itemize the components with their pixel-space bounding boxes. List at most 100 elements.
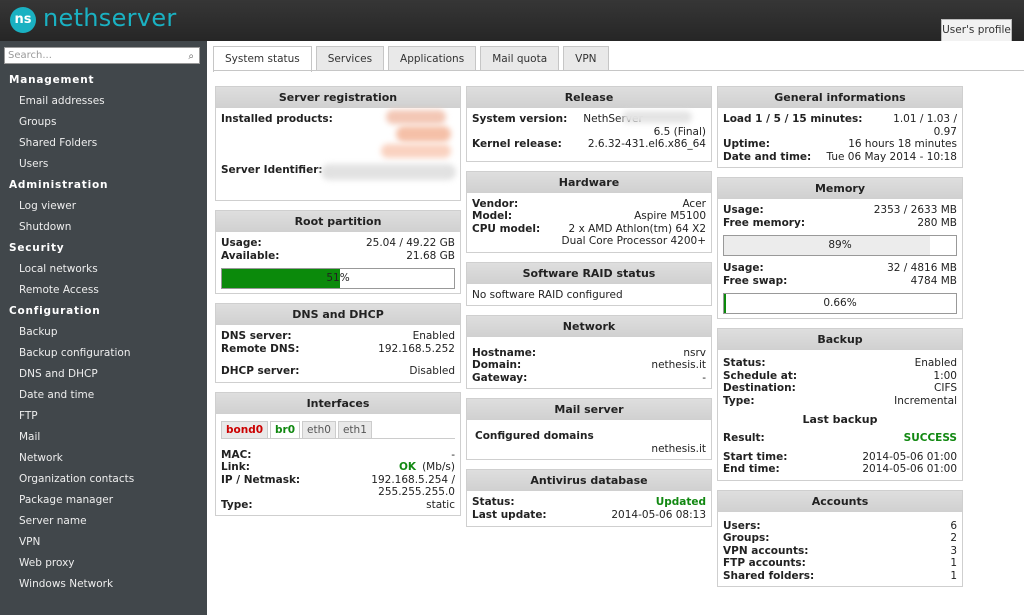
info-row: Date and time: Tue 06 May 2014 - 10:18	[723, 151, 957, 164]
nav-item[interactable]: Log viewer	[19, 200, 77, 212]
row-label: Usage:	[221, 237, 262, 249]
section: Usage: 25.04 / 49.22 GB Available: 21.68 GB	[221, 237, 455, 262]
search-box[interactable]: Search... ⌕	[4, 47, 200, 64]
nav-item[interactable]: Backup configuration	[19, 347, 131, 359]
panel: DNS and DHCP DNS server: Enabled Remote DNS…	[215, 303, 461, 383]
panel-title: Software RAID status	[467, 262, 711, 284]
panel-title: Server registration	[216, 87, 460, 108]
value-text: 25.04 / 49.22 GB	[365, 237, 455, 249]
info-row: Type: Incremental	[723, 395, 957, 408]
section: System version: NethServer 6.5 (Final) Kern…	[472, 113, 706, 151]
logo[interactable]: nethserver	[43, 4, 177, 32]
value-text: 2014-05-06 08:13	[611, 508, 706, 521]
value-text: 2 x AMD Athlon(tm) 64 X2 Dual Core Proce…	[561, 222, 707, 248]
value-text: -	[451, 448, 455, 461]
row-value: nethesis.it	[651, 359, 706, 372]
tab[interactable]: VPN	[563, 46, 609, 71]
interface-tab[interactable]: br0	[270, 420, 301, 438]
value-unit: (Mb/s)	[422, 461, 455, 473]
nav-item[interactable]: Shutdown	[19, 221, 72, 233]
panel-body: Load 1 / 5 / 15 minutes: 1.01 / 1.03 / 0.…	[718, 108, 962, 167]
tab[interactable]: System status	[213, 46, 312, 72]
section: Configured domains nethesis.it	[475, 430, 706, 455]
value-text: SUCCESS	[903, 432, 957, 444]
panel: General informations Load 1 / 5 / 15 minu…	[717, 86, 963, 168]
panel-body: Users: 6 Groups: 2 VPN accounts: 3 FTP account…	[718, 512, 962, 587]
info-row: Remote DNS: 192.168.5.252	[221, 343, 455, 356]
nav-item[interactable]: DNS and DHCP	[19, 368, 98, 380]
panel-title: Release	[467, 87, 711, 108]
nav-item[interactable]: Groups	[19, 116, 57, 128]
row-value: 2.6.32-431.el6.x86_64	[588, 138, 706, 151]
nav-item[interactable]: Package manager	[19, 494, 114, 506]
nav-item[interactable]: Users	[19, 158, 49, 170]
row-value: OK (Mb/s)	[399, 461, 455, 474]
panel: Backup Status: Enabled Schedule at: 1:00 Dest…	[717, 328, 963, 481]
row-label: Status:	[472, 496, 515, 508]
panel: Mail server Configured domains nethesis.it	[466, 398, 712, 460]
row-label: Model:	[472, 210, 513, 222]
interface-tab[interactable]: eth1	[337, 420, 372, 438]
nav-item[interactable]: Date and time	[19, 389, 95, 401]
value-text: 192.168.5.254 / 255.255.255.0	[371, 473, 455, 499]
row-value: Incremental	[894, 395, 957, 408]
nav-item[interactable]: Windows Network	[19, 578, 114, 590]
interface-tab[interactable]: bond0	[221, 420, 269, 438]
row-label: Users:	[723, 519, 761, 532]
nav-item[interactable]: Local networks	[19, 263, 98, 275]
nav-item[interactable]: Email addresses	[19, 95, 105, 107]
nav-item[interactable]: Network	[19, 452, 63, 464]
nav-item[interactable]: Shared Folders	[19, 137, 98, 149]
section: Status: Updated Last update: 2014-05-06 08:…	[472, 496, 706, 521]
value-text: Enabled	[412, 330, 455, 342]
nav-item[interactable]: Organization contacts	[19, 473, 135, 485]
nav-item[interactable]: FTP	[19, 410, 38, 422]
panel-title: Interfaces	[216, 392, 460, 414]
panel-body: Status: Updated Last update: 2014-05-06 08:…	[467, 491, 711, 525]
tab[interactable]: Applications	[388, 46, 477, 71]
profile-button[interactable]: User's profile	[941, 19, 1012, 41]
nav-item[interactable]: Mail	[19, 431, 41, 443]
info-row: nethesis.it	[475, 443, 706, 456]
row-value: Acer	[682, 198, 706, 211]
info-row: FTP accounts: 1	[723, 557, 957, 570]
nav-item[interactable]: VPN	[19, 536, 41, 548]
panel-title: DNS and DHCP	[216, 304, 460, 325]
value-text: static	[426, 498, 455, 511]
interface-tab[interactable]: eth0	[302, 420, 336, 438]
panel-title: Backup	[718, 329, 962, 350]
row-value: Disabled	[409, 365, 455, 378]
row-label: Groups:	[723, 532, 770, 544]
info-row: MAC: -	[221, 449, 455, 462]
row-value: 2014-05-06 01:00	[862, 451, 957, 464]
nav-item[interactable]: Server name	[19, 515, 87, 527]
logo-mark[interactable]: ns	[10, 7, 36, 33]
row-label: Gateway:	[472, 371, 528, 384]
nav-item[interactable]: Backup	[19, 326, 58, 338]
value-text: 16 hours 18 minutes	[848, 138, 957, 150]
search-icon[interactable]: ⌕	[188, 51, 194, 62]
row-label: Schedule at:	[723, 369, 798, 382]
row-value: Tue 06 May 2014 - 10:18	[827, 151, 957, 164]
tab[interactable]: Services	[315, 46, 385, 71]
value-text: 280 MB	[917, 216, 957, 229]
tab[interactable]: Mail quota	[480, 46, 560, 71]
row-value: nethesis.it	[651, 443, 706, 456]
info-row: CPU model: 2 x AMD Athlon(tm) 64 X2 Dual …	[472, 223, 706, 248]
row-label: System version:	[472, 113, 568, 125]
panel-body: Configured domains nethesis.it	[467, 420, 711, 459]
info-row: Usage: 25.04 / 49.22 GB	[221, 237, 455, 250]
info-row: Usage: 2353 / 2633 MB	[723, 204, 957, 217]
panel-body: Vendor: Acer Model: Aspire M5100 CPU model: 2…	[467, 193, 711, 252]
row-label: Server Identifier:	[221, 164, 323, 176]
nav-item[interactable]: Remote Access	[19, 284, 99, 296]
nav-item[interactable]: Web proxy	[19, 557, 75, 569]
section: Users: 6 Groups: 2 VPN accounts: 3 FTP account…	[723, 520, 957, 583]
section: DHCP server: Disabled	[221, 365, 455, 378]
row-label: IP / Netmask:	[221, 473, 301, 486]
panel-title: Accounts	[718, 490, 962, 512]
row-label: Installed products:	[221, 113, 333, 125]
info-row: Gateway: -	[472, 372, 706, 385]
panel-body: bond0 br0 eth0 eth1 MAC: - Link: OK (Mb/s) IP / N…	[216, 414, 460, 516]
section: 89%	[723, 235, 957, 256]
